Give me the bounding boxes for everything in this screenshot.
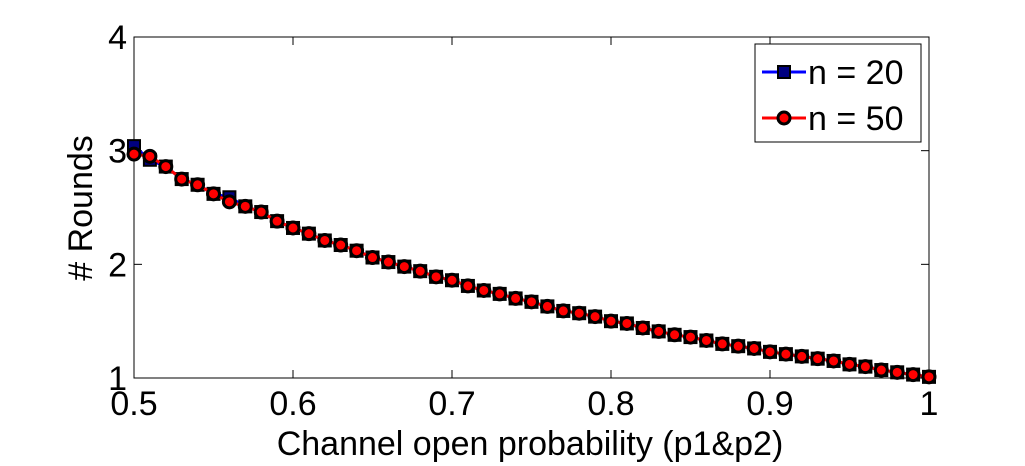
data-point bbox=[571, 305, 587, 321]
data-point bbox=[349, 243, 365, 259]
data-point bbox=[794, 348, 810, 364]
data-point bbox=[539, 298, 555, 314]
y-tick-label: 3 bbox=[108, 133, 127, 171]
data-point bbox=[206, 186, 221, 202]
data-point bbox=[651, 323, 667, 339]
data-point bbox=[237, 198, 253, 214]
data-point bbox=[762, 344, 778, 360]
data-point bbox=[730, 338, 746, 354]
data-point bbox=[444, 272, 460, 288]
data-point bbox=[190, 177, 206, 193]
data-point bbox=[380, 254, 396, 270]
legend-label: n = 20 bbox=[808, 54, 903, 92]
data-point bbox=[587, 309, 603, 325]
data-point bbox=[714, 336, 730, 352]
y-axis-label: # Rounds bbox=[62, 135, 100, 281]
data-point bbox=[842, 356, 857, 372]
y-tick-label: 1 bbox=[108, 360, 127, 398]
data-point bbox=[778, 346, 794, 362]
x-tick-label: 0.9 bbox=[746, 385, 793, 423]
data-point bbox=[619, 315, 635, 331]
legend: n = 20 n = 50 bbox=[754, 43, 922, 143]
x-tick-label: 0.5 bbox=[110, 385, 157, 423]
data-point bbox=[698, 332, 714, 348]
data-point bbox=[333, 237, 349, 253]
series-layer bbox=[126, 139, 937, 385]
data-point bbox=[667, 327, 683, 343]
axis-ticks: 0.5 0.6 0.7 0.8 0.9 1 1 2 3 4 bbox=[108, 19, 938, 423]
data-point bbox=[635, 320, 651, 336]
legend-marker bbox=[776, 110, 792, 126]
x-tick-label: 0.7 bbox=[428, 385, 475, 423]
data-point bbox=[476, 282, 492, 298]
legend-box bbox=[754, 43, 922, 143]
data-point bbox=[428, 269, 444, 285]
data-point bbox=[396, 259, 412, 275]
data-point bbox=[810, 351, 826, 367]
data-point bbox=[317, 232, 333, 248]
data-point bbox=[524, 294, 539, 310]
data-point bbox=[746, 340, 762, 356]
data-point bbox=[365, 250, 380, 266]
data-point bbox=[269, 213, 285, 229]
data-point bbox=[301, 226, 317, 242]
legend-label: n = 50 bbox=[808, 100, 903, 138]
y-tick-label: 4 bbox=[108, 19, 127, 57]
data-point bbox=[221, 194, 237, 210]
data-point bbox=[285, 220, 301, 236]
y-tick-label: 2 bbox=[108, 246, 127, 284]
data-point bbox=[826, 353, 842, 369]
series-2 bbox=[126, 146, 937, 385]
x-tick-label: 0.6 bbox=[269, 385, 316, 423]
data-point bbox=[873, 362, 889, 378]
data-point bbox=[158, 159, 174, 175]
data-point bbox=[126, 146, 142, 162]
data-point bbox=[555, 303, 571, 319]
data-point bbox=[683, 329, 698, 345]
data-point bbox=[508, 290, 524, 306]
x-tick-label: 0.8 bbox=[587, 385, 634, 423]
data-point bbox=[889, 364, 905, 380]
data-point bbox=[412, 263, 428, 279]
data-point bbox=[142, 148, 158, 164]
data-point bbox=[460, 278, 476, 294]
data-point bbox=[905, 367, 921, 383]
legend-marker bbox=[777, 65, 791, 79]
data-point bbox=[174, 171, 190, 187]
data-point bbox=[253, 204, 269, 220]
data-point bbox=[603, 313, 619, 329]
data-point bbox=[857, 359, 873, 375]
x-tick-label: 1 bbox=[920, 385, 939, 423]
data-point bbox=[921, 369, 937, 385]
data-point bbox=[492, 286, 508, 302]
x-axis-label: Channel open probability (p1&p2) bbox=[277, 425, 784, 463]
